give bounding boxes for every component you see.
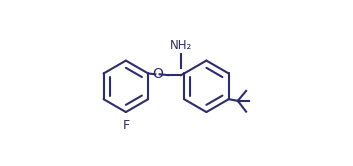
Text: O: O [152,67,163,81]
Text: NH₂: NH₂ [170,39,192,52]
Text: F: F [122,119,130,132]
